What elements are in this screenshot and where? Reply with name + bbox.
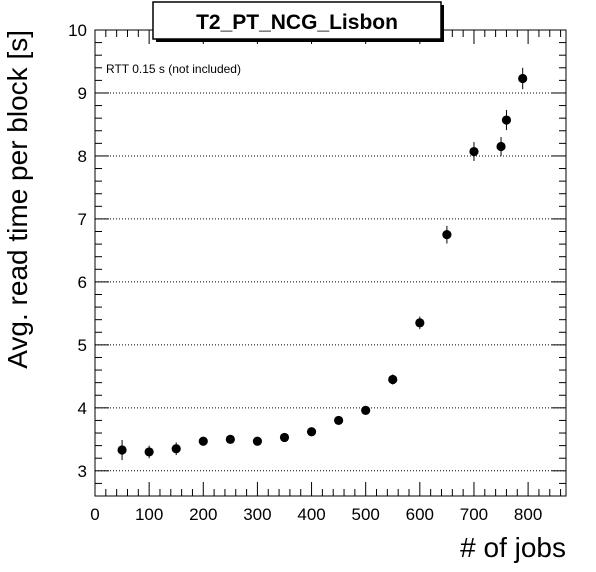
y-tick-label: 8 <box>78 147 87 166</box>
x-tick-label: 200 <box>189 505 217 524</box>
data-point <box>306 427 317 437</box>
data-point <box>388 374 398 385</box>
y-tick-label: 7 <box>78 210 87 229</box>
data-point <box>518 73 528 84</box>
x-tick-label: 400 <box>297 505 325 524</box>
x-tick-label: 0 <box>90 505 99 524</box>
x-tick-label: 100 <box>135 505 163 524</box>
data-point <box>496 141 506 152</box>
x-tick-label: 300 <box>243 505 271 524</box>
title-box-shadow <box>441 5 444 42</box>
x-tick-label: 800 <box>514 505 542 524</box>
data-point <box>225 434 235 444</box>
x-tick-label: 600 <box>406 505 434 524</box>
y-tick-label: 9 <box>78 84 87 103</box>
data-point <box>501 115 512 125</box>
x-axis-title: # of jobs <box>460 532 566 563</box>
x-tick-label: 500 <box>352 505 380 524</box>
chart-title: T2_PT_NCG_Lisbon <box>196 11 398 34</box>
y-tick-label: 3 <box>78 462 87 481</box>
chart-title-box: T2_PT_NCG_Lisbon <box>152 1 444 42</box>
data-point <box>442 230 452 240</box>
data-point <box>361 405 371 415</box>
data-point <box>469 146 479 157</box>
axis-ticks <box>94 29 566 497</box>
title-box-shadow <box>156 39 444 42</box>
y-axis-title: Avg. read time per block [s] <box>2 30 33 369</box>
y-tick-label: 10 <box>68 21 87 40</box>
data-point <box>144 447 154 457</box>
y-tick-label: 6 <box>78 273 87 292</box>
y-tick-label: 5 <box>78 336 87 355</box>
data-point <box>117 445 127 455</box>
chart-annotation: RTT 0.15 s (not included) <box>106 62 241 76</box>
data-point <box>334 415 344 426</box>
plot-frame <box>94 29 567 497</box>
grid-lines <box>95 92 566 472</box>
y-tick-label: 4 <box>78 399 87 418</box>
data-point <box>171 444 181 454</box>
x-tick-label: 700 <box>460 505 488 524</box>
data-point <box>415 318 425 328</box>
data-point <box>279 432 290 443</box>
data-point <box>198 436 208 446</box>
data-point <box>252 436 263 446</box>
data-points <box>117 67 528 461</box>
